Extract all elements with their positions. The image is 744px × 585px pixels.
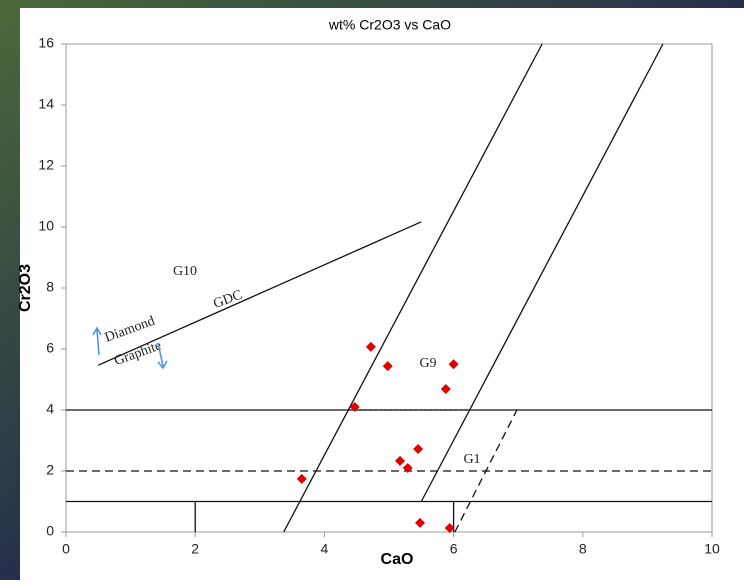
reference-line	[283, 43, 543, 533]
y-tick-label: 2	[46, 462, 54, 478]
point	[413, 444, 424, 455]
point	[382, 361, 393, 372]
point	[349, 401, 360, 412]
point	[448, 359, 459, 370]
y-tick-label: 8	[46, 279, 54, 295]
point	[415, 517, 426, 528]
x-tick-label: 8	[579, 541, 587, 557]
annotation: G1	[463, 452, 480, 467]
reference-line	[454, 409, 518, 533]
reference-line	[420, 43, 664, 502]
point	[402, 462, 413, 473]
y-tick-label: 10	[38, 218, 54, 234]
y-tick-label: 0	[46, 523, 54, 539]
x-tick-label: 0	[62, 541, 70, 557]
y-tick-label: 14	[38, 96, 54, 112]
point	[365, 341, 376, 352]
annotation: G9	[419, 356, 436, 371]
y-axis-label: Cr2O3	[17, 264, 34, 312]
point	[440, 383, 451, 394]
y-tick-label: 6	[46, 340, 54, 356]
x-tick-label: 6	[450, 541, 458, 557]
arrow	[92, 326, 102, 356]
x-tick-label: 10	[704, 541, 720, 557]
x-tick-label: 2	[191, 541, 199, 557]
point	[394, 455, 405, 466]
chart-title: wt% Cr2O3 vs CaO	[328, 17, 451, 33]
chart-area	[20, 8, 744, 580]
annotation: G10	[173, 264, 197, 279]
y-tick-label: 4	[46, 401, 54, 417]
x-tick-label: 4	[321, 541, 329, 557]
y-tick-label: 12	[38, 157, 54, 173]
y-tick-label: 16	[38, 35, 54, 51]
reference-line	[98, 221, 422, 366]
arrow	[157, 342, 168, 370]
point	[444, 523, 455, 534]
point	[296, 473, 307, 484]
x-axis-label: CaO	[381, 551, 414, 568]
